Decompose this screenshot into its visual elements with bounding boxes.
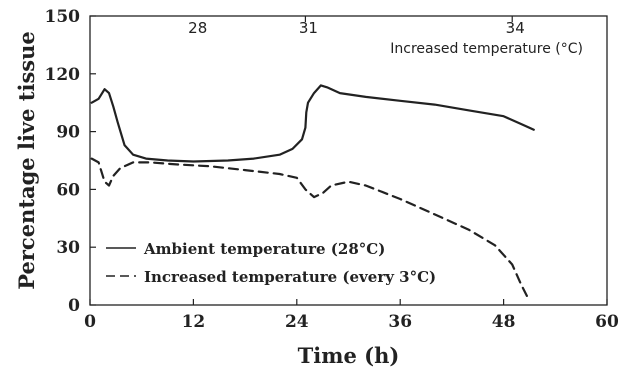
x-tick-label: 36 — [388, 312, 412, 332]
series-lines — [90, 84, 535, 303]
x-tick-label: 0 — [84, 312, 96, 332]
x-tick-label: 48 — [492, 312, 516, 332]
top-axis-tick-label: 31 — [299, 19, 318, 37]
top-axis-title: Increased temperature (°C) — [390, 41, 583, 57]
x-axis-label: Time (h) — [298, 343, 400, 368]
axes — [89, 15, 608, 306]
series-line-1 — [90, 84, 535, 163]
top-axis-tick-label: 34 — [506, 19, 525, 37]
y-tick-label: 0 — [68, 296, 80, 316]
y-tick-label: 150 — [45, 7, 81, 27]
axis-labels: Time (h) Percentage live tissue — [14, 31, 399, 368]
x-tick-label: 12 — [182, 312, 206, 332]
legend-label-1: Ambient temperature (28°C) — [143, 240, 385, 258]
top-axis-tick-label: 28 — [188, 19, 207, 37]
x-tick-label: 24 — [285, 312, 309, 332]
y-tick-label: 60 — [56, 180, 80, 200]
series-line-2 — [90, 157, 531, 303]
x-tick-label: 60 — [595, 312, 619, 332]
y-tick-label: 30 — [56, 238, 80, 258]
ticks: 0 12 24 36 48 60 0 30 60 90 120 150 31 34 28 Increased … — [45, 7, 619, 332]
y-tick-label: 120 — [45, 65, 81, 85]
y-tick-label: 90 — [56, 123, 80, 143]
legend: Ambient temperature (28°C) Increased temp… — [106, 240, 436, 286]
plot-frame — [89, 15, 608, 306]
y-axis-label: Percentage live tissue — [14, 31, 39, 290]
legend-label-2: Increased temperature (every 3°C) — [144, 268, 436, 286]
